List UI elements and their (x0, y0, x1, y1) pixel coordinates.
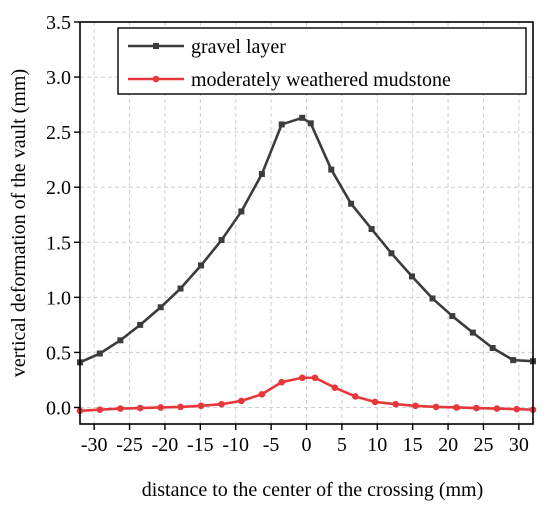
series-line (79, 116, 534, 364)
y-axis-title: vertical deformation of the vault (mm) (8, 69, 30, 377)
x-tick-label: -25 (116, 434, 143, 456)
x-tick-label: 0 (302, 434, 312, 456)
x-tick-label: 30 (509, 434, 529, 456)
legend-box (117, 27, 527, 95)
data-point (412, 402, 419, 410)
data-point (371, 398, 379, 406)
data-point (278, 378, 286, 386)
x-tick-label: 25 (473, 434, 493, 456)
x-tick-label: 10 (367, 434, 387, 456)
data-point (298, 374, 306, 382)
data-point (311, 374, 319, 382)
data-point (348, 200, 355, 207)
data-point (513, 405, 521, 413)
x-tick-label: 15 (403, 434, 423, 456)
data-point (136, 404, 144, 412)
x-axis-title: distance to the center of the crossing (… (142, 479, 484, 501)
data-point (473, 404, 480, 412)
data-point (408, 273, 415, 280)
data-point (258, 170, 265, 177)
data-point (197, 402, 205, 410)
x-tick-label: -15 (187, 434, 214, 456)
data-point (432, 403, 440, 411)
y-tick-label: 1.5 (46, 232, 71, 254)
axes: -30 -25 -20 -15 -10 -5 0 5 10 15 20 25 30 0.0 0.5 1.0 1.… (8, 12, 534, 501)
data-point (429, 295, 436, 302)
data-point (331, 384, 339, 391)
data-point (218, 237, 225, 244)
data-point (177, 285, 184, 292)
data-point (198, 262, 205, 269)
data-point (328, 166, 335, 173)
series-group (76, 114, 537, 415)
data-point (307, 120, 314, 127)
data-point (157, 304, 164, 311)
x-tick-label: 5 (337, 434, 347, 456)
y-tick-label: 3.0 (46, 67, 71, 89)
data-point (117, 337, 124, 344)
y-tick-label: 0.0 (46, 397, 71, 419)
legend-swatch-marker (152, 75, 160, 83)
data-point (299, 114, 306, 121)
x-tick-label: 20 (438, 434, 458, 456)
y-tick-label: 2.0 (46, 177, 71, 199)
data-point (218, 400, 225, 408)
data-point (510, 357, 517, 364)
legend-label: moderately weathered mudstone (191, 69, 451, 91)
data-point (238, 208, 245, 215)
y-tick-label: 0.5 (46, 342, 71, 364)
data-point (96, 406, 104, 413)
series-line (79, 376, 534, 413)
data-point (493, 405, 501, 412)
data-point (278, 121, 285, 128)
series-0 (77, 114, 536, 366)
y-tick-label: 1.0 (46, 287, 71, 309)
data-point (352, 393, 359, 400)
data-point (453, 404, 460, 411)
data-point (117, 405, 124, 412)
x-tick-label: -10 (222, 434, 249, 456)
series-1 (76, 374, 537, 415)
data-point (258, 390, 266, 398)
data-point (388, 250, 395, 257)
data-point (469, 329, 476, 336)
data-point (137, 321, 144, 328)
legend-label: gravel layer (191, 36, 286, 58)
data-point (368, 226, 375, 233)
legend-swatch-marker (153, 43, 159, 49)
y-tick-label: 3.5 (46, 12, 71, 34)
legend: gravel layer moderately weathered mudston… (117, 27, 527, 95)
data-point (238, 397, 245, 405)
data-point (177, 403, 184, 411)
x-tick-label: -30 (81, 434, 108, 456)
data-point (96, 350, 103, 357)
data-point (449, 313, 456, 320)
data-point (392, 400, 399, 408)
x-tick-label: -20 (152, 434, 179, 456)
data-point (489, 345, 496, 352)
y-tick-label: 2.5 (46, 122, 71, 144)
data-point (157, 404, 164, 411)
x-tick-label: -5 (263, 434, 280, 456)
